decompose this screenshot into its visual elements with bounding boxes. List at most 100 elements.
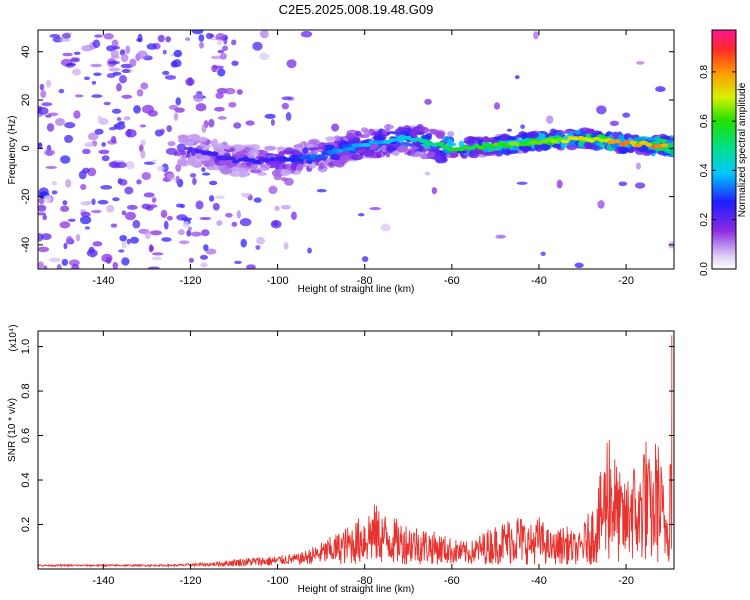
snr-y-tick-label: 1.0	[20, 339, 32, 354]
spectrogram-ridge-core	[456, 147, 465, 152]
spectrogram-noise-blob	[224, 87, 236, 95]
spectrogram-ridge-blob	[338, 158, 348, 164]
colorbar: 0.0 0.2 0.4 0.6 0.8 Normalized spectral ampl…	[699, 29, 748, 276]
spectrogram-noise-blob	[175, 97, 182, 106]
spectrogram-noise-blob	[40, 90, 47, 98]
spectrogram-noise-blob	[176, 149, 182, 157]
spectrogram-noise-blob	[300, 30, 313, 38]
spectrogram-noise-blob	[160, 209, 168, 219]
spectrogram-ridge-blob	[397, 126, 405, 131]
spectrogram-noise-blob	[132, 219, 141, 229]
spectrogram-ridge-blob	[666, 142, 674, 148]
spectrogram-ridge-blob	[383, 124, 394, 130]
spectrogram-ridge-blob	[183, 147, 193, 151]
spectrogram-noise-blob	[141, 203, 151, 210]
spectrogram-noise-blob	[191, 30, 204, 35]
spectrogram-ridge-blob	[425, 132, 433, 139]
colorbar-tick-label: 0.8	[699, 64, 710, 78]
spectrogram-noise-blob	[46, 123, 55, 132]
spectrogram-noise-blob	[166, 215, 173, 221]
spectrogram-noise-blob	[533, 31, 539, 40]
spectrogram-noise-blob	[236, 210, 241, 219]
spectrogram-noise-blob	[43, 195, 52, 204]
spectrogram-ridge-blob	[510, 136, 517, 141]
spectrogram-ridge-blob	[354, 130, 362, 137]
spectrogram-ridge-core	[201, 150, 208, 155]
spectrogram-noise-blob	[60, 155, 71, 164]
spectrogram-noise-blob	[173, 112, 179, 121]
spectrogram-ridge-blob	[408, 129, 419, 137]
spectrogram-ridge-blob	[325, 136, 336, 142]
spectrogram-panel: -140 -120 -100 -80 -60 -40 -20 -40 -20 0 20 40 Hei…	[7, 29, 675, 295]
spectrogram-x-tick-label: -100	[267, 275, 289, 287]
spectrogram-noise-blob	[126, 128, 132, 138]
spectrogram-ridge-blob	[218, 160, 232, 165]
spectrogram-noise-blob	[201, 229, 210, 237]
spectrogram-noise-blob	[331, 123, 340, 132]
spectrogram-ridge-blob	[447, 131, 455, 137]
spectrogram-noise-blob	[211, 64, 218, 73]
spectrogram-noise-blob	[655, 86, 666, 93]
spectrogram-ridge-blob	[293, 151, 302, 156]
spectrogram-noise-blob	[136, 179, 142, 185]
spectrogram-ridge-blob	[207, 158, 215, 167]
spectrogram-ridge-core	[295, 157, 302, 162]
snr-panel: -140 -120 -100 -80 -60 -40 -20 0.2 0.4 0.6 0.8 1.0…	[7, 324, 675, 595]
spectrogram-noise-blob	[225, 212, 233, 218]
spectrogram-noise-blob	[51, 190, 58, 195]
spectrogram-noise-blob	[283, 242, 289, 250]
spectrogram-noise-blob	[91, 198, 96, 206]
spectrogram-ridge-core	[634, 143, 643, 148]
spectrogram-ridge-blob	[381, 129, 387, 136]
spectrogram-noise-blob	[231, 39, 237, 46]
spectrogram-ridge-blob	[376, 134, 383, 141]
spectrogram-noise-blob	[91, 80, 97, 85]
spectrogram-noise-blob	[192, 177, 197, 186]
spectrogram-noise-blob	[75, 234, 81, 242]
spectrogram-noise-blob	[112, 197, 120, 202]
spectrogram-noise-blob	[61, 258, 69, 266]
spectrogram-noise-blob	[272, 220, 279, 227]
spectrogram-noise-blob	[540, 251, 546, 256]
spectrogram-noise-blob	[189, 173, 197, 178]
colorbar-tick-label: 0.4	[699, 163, 710, 177]
spectrogram-noise-blob	[133, 105, 141, 114]
spectrogram-ridge-blob	[239, 171, 251, 177]
spectrogram-noise-blob	[38, 233, 44, 242]
spectrogram-y-tick-label: 40	[20, 46, 32, 58]
spectrogram-noise-blob	[280, 204, 291, 210]
spectrogram-noise-blob	[192, 93, 204, 103]
spectrogram-noise-blob	[140, 149, 146, 159]
spectrogram-ridge-blob	[657, 138, 668, 143]
spectrogram-noise-blob	[120, 63, 133, 69]
spectrogram-y-tick-label: 0	[20, 145, 32, 151]
spectrogram-y-tick-label: -20	[20, 189, 32, 205]
spectrogram-noise-blob	[108, 67, 121, 72]
spectrogram-ridge-core	[477, 145, 486, 150]
spectrogram-noise-blob	[65, 179, 72, 188]
spectrogram-noise-blob	[205, 32, 213, 40]
spectrogram-ridge-blob	[463, 140, 475, 144]
spectrogram-ridge-core	[314, 155, 325, 160]
spectrogram-noise-blob	[245, 120, 255, 126]
spectrogram-x-tick-label: -60	[444, 275, 460, 287]
spectrogram-noise-blob	[136, 38, 143, 42]
spectrogram-ridge-blob	[199, 143, 207, 148]
spectrogram-ridge-blob	[446, 138, 454, 147]
spectrogram-noise-blob	[126, 204, 138, 210]
spectrogram-noise-blob	[124, 186, 134, 195]
spectrogram-noise-blob	[215, 92, 224, 99]
spectrogram-ridge-blob	[673, 138, 674, 141]
spectrogram-noise-blob	[97, 199, 109, 205]
spectrogram-noise-blob	[208, 118, 215, 128]
spectrogram-ridge-blob	[198, 154, 211, 162]
spectrogram-ridge-core	[225, 156, 236, 161]
spectrogram-noise-blob	[236, 89, 243, 95]
spectrogram-noise-blob	[431, 187, 438, 195]
spectrogram-noise-blob	[110, 49, 119, 58]
spectrogram-ridge-core	[592, 136, 601, 141]
spectrogram-ridge-blob	[250, 169, 262, 174]
spectrogram-ridge-blob	[392, 131, 404, 135]
spectrogram-noise-blob	[195, 200, 204, 210]
spectrogram-noise-blob	[118, 179, 128, 186]
